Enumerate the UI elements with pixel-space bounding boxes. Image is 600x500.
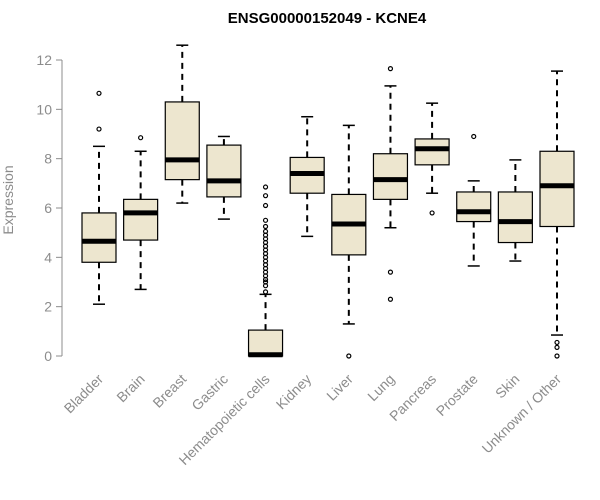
y-tick-label: 0 [44, 348, 52, 364]
box-group-skin [497, 159, 533, 262]
y-axis: 0 2 4 6 8 10 12 [36, 52, 63, 364]
box-group-bladder [81, 90, 117, 305]
outlier-point [387, 269, 394, 275]
box-iqr [456, 191, 492, 223]
box-iqr [123, 198, 159, 241]
boxes-group [81, 44, 575, 359]
box-group-prostate [456, 133, 492, 267]
outlier-point [554, 339, 560, 346]
box-iqr [247, 329, 284, 357]
box-iqr [81, 212, 117, 263]
chart-title: ENSG00000152049 - KCNE4 [228, 10, 427, 27]
outlier-point [96, 126, 102, 132]
y-tick-label: 12 [36, 52, 52, 68]
outlier-point [262, 228, 269, 235]
y-tick-label: 6 [44, 200, 52, 216]
outlier-point [429, 210, 435, 216]
outlier-point [262, 202, 269, 209]
box-group-breast [164, 44, 200, 204]
box-group-brain [123, 135, 159, 291]
box-iqr [372, 153, 409, 200]
x-tick-label: Bladder [61, 371, 107, 417]
outlier-point [262, 223, 269, 230]
x-tick-label: Unknown / Other [479, 371, 565, 457]
outlier-point [262, 289, 269, 295]
y-tick-label: 8 [44, 151, 52, 167]
outlier-point [96, 90, 102, 96]
outlier-point [262, 184, 269, 190]
x-tick-label: Skin [492, 371, 523, 402]
x-tick-label: Kidney [273, 371, 315, 413]
box-group-unknown-other [539, 70, 575, 359]
outlier-point [138, 135, 144, 141]
box-iqr [497, 191, 533, 244]
outlier-point [554, 344, 560, 350]
outlier-point [262, 279, 269, 285]
x-tick-label: Liver [323, 371, 356, 404]
box-group-pancreas [414, 102, 450, 216]
outlier-point [387, 296, 394, 302]
box-iqr [539, 150, 575, 228]
box-group-lung [372, 66, 409, 302]
box-iqr [164, 101, 200, 181]
box-group-kidney [289, 115, 325, 238]
box-iqr [206, 144, 242, 198]
y-tick-label: 4 [44, 249, 52, 265]
y-tick-label: 2 [44, 299, 52, 315]
outlier-point [346, 353, 352, 359]
y-axis-label: Expression [0, 165, 16, 234]
y-tick-label: 10 [36, 101, 52, 117]
box-group-gastric [206, 135, 242, 220]
box-group-liver [331, 124, 367, 359]
outlier-point [471, 133, 477, 140]
x-tick-label: Breast [149, 371, 189, 411]
x-tick-label: Brain [113, 371, 147, 405]
outlier-point [262, 217, 269, 223]
box-group-hematopoietic-cells [247, 184, 284, 358]
outlier-point [554, 353, 560, 359]
x-tick-label: Prostate [433, 371, 481, 419]
outlier-point [387, 66, 394, 72]
box-iqr [414, 138, 450, 166]
x-tick-label: Lung [364, 371, 397, 404]
outlier-point [262, 193, 269, 199]
